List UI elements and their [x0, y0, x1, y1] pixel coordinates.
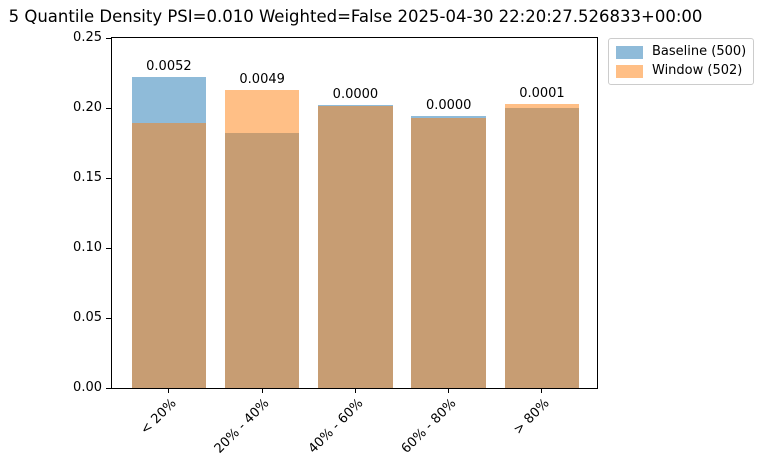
y-tick-mark — [106, 317, 111, 319]
y-tick-mark — [106, 107, 111, 109]
legend-entry: Window (502) — [616, 64, 746, 78]
plot-area: 0.00 0.05 0.10 0.15 0.20 0.25 < 20% 20% - 40% 40… — [73, 30, 598, 457]
y-tick-label: 0.10 — [73, 240, 102, 255]
bar-value-label: 0.0000 — [332, 87, 379, 103]
bar-value-label: 0.0001 — [519, 85, 565, 101]
bar-window — [224, 89, 300, 388]
x-tick-label: 60% - 80% — [398, 396, 460, 457]
x-tick-label: 20% - 40% — [212, 396, 273, 457]
bar-window — [504, 103, 580, 388]
y-tick-mark — [106, 247, 111, 249]
bar-window — [411, 117, 486, 388]
legend-label: Baseline (500) — [652, 44, 747, 59]
y-tick-mark — [106, 387, 111, 389]
y-tick-label: 0.25 — [73, 30, 102, 45]
x-tick-mark — [448, 389, 450, 393]
bar-value-label: 0.0000 — [425, 98, 472, 114]
legend-label: Window (502) — [652, 63, 743, 78]
bar-value-label: 0.0052 — [146, 59, 192, 75]
legend-entry: Baseline (500) — [616, 45, 746, 59]
y-tick-label: 0.20 — [73, 100, 102, 115]
bar-window — [131, 123, 207, 388]
chart-title: 5 Quantile Density PSI=0.010 Weighted=Fa… — [8, 7, 703, 26]
legend-swatch — [616, 64, 643, 78]
x-tick-mark — [261, 389, 263, 393]
x-tick-mark — [541, 389, 543, 393]
y-tick-mark — [106, 177, 111, 179]
y-tick-mark — [106, 37, 111, 39]
x-tick-label: > 80% — [510, 396, 553, 438]
bar-window — [318, 106, 393, 388]
y-tick-label: 0.15 — [73, 170, 102, 185]
y-tick-label: 0.00 — [73, 380, 102, 395]
x-tick-mark — [354, 389, 356, 393]
legend: Baseline (500) Window (502) — [608, 38, 754, 85]
legend-swatch — [616, 45, 643, 59]
x-tick-label: 40% - 60% — [305, 396, 367, 457]
bar-value-label: 0.0049 — [239, 71, 285, 87]
x-tick-label: < 20% — [137, 396, 180, 438]
y-tick-label: 0.05 — [73, 310, 102, 325]
x-tick-mark — [168, 389, 170, 393]
